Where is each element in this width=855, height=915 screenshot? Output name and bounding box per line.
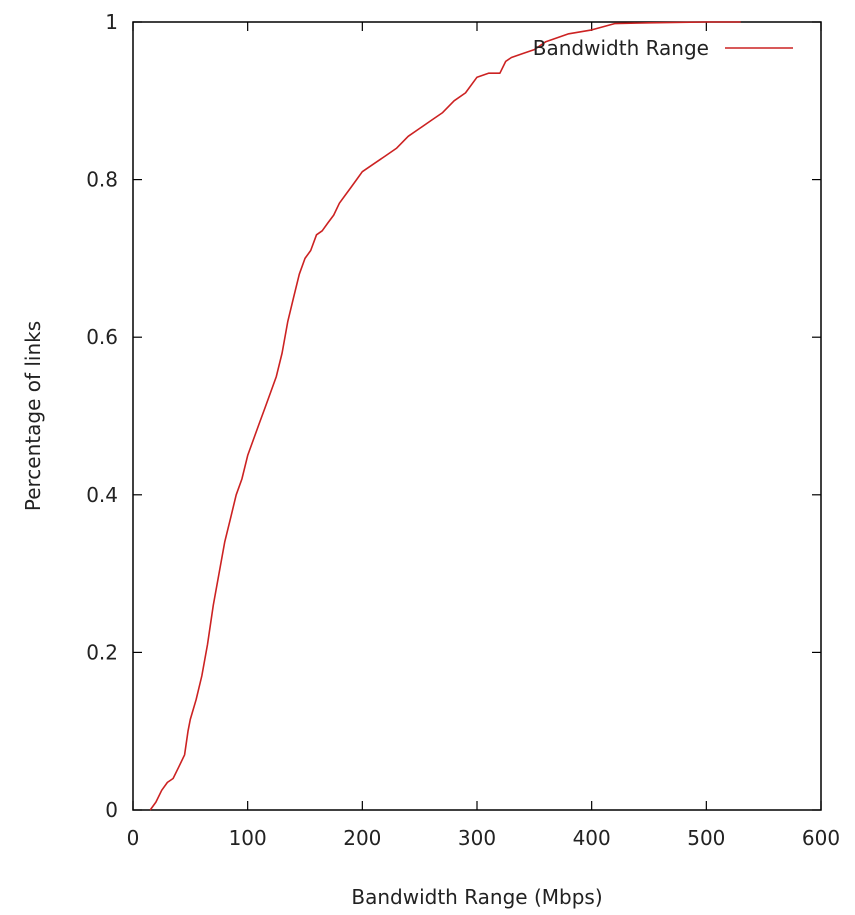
x-tick-label: 300 — [458, 826, 496, 850]
x-tick-label: 100 — [229, 826, 267, 850]
x-tick-label: 400 — [573, 826, 611, 850]
y-axis-label: Percentage of links — [21, 321, 45, 511]
x-tick-label: 200 — [343, 826, 381, 850]
legend: Bandwidth Range — [533, 36, 793, 60]
x-tick-label: 500 — [687, 826, 725, 850]
y-tick-label: 0.8 — [86, 168, 118, 192]
legend-label: Bandwidth Range — [533, 36, 709, 60]
y-tick-label: 0.6 — [86, 325, 118, 349]
series-line-bandwidth-range — [149, 21, 741, 811]
x-tick-label: 0 — [127, 826, 140, 850]
plot-frame — [132, 21, 822, 811]
axis-tick-labels: 0 100 200 300 400 500 600 0 0.2 0.4 0.6 0.8 1 — [86, 10, 840, 850]
y-tick-label: 0.2 — [86, 640, 118, 664]
y-tick-label: 0 — [105, 798, 118, 822]
axis-ticks — [132, 21, 822, 811]
y-tick-label: 1 — [105, 10, 118, 34]
x-tick-label: 600 — [802, 826, 840, 850]
x-axis-label: Bandwidth Range (Mbps) — [351, 885, 602, 909]
y-tick-label: 0.4 — [86, 483, 118, 507]
